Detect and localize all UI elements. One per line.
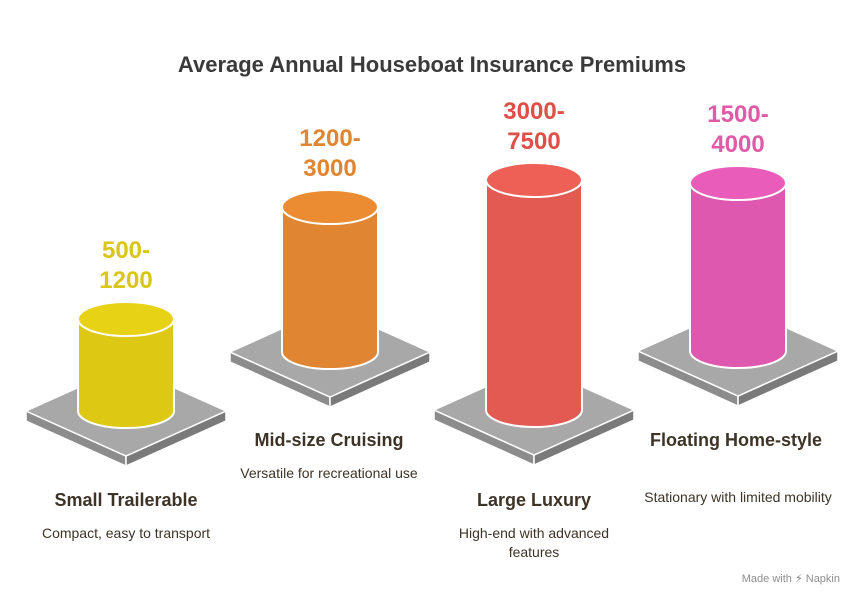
bar-mid-size-cruising xyxy=(281,189,379,370)
category-desc-floating-home-style: Stationary with limited mobility xyxy=(644,489,832,505)
value-label-small-trailerable: 500- 1200 xyxy=(99,237,153,294)
category-label-small-trailerable: Small Trailerable xyxy=(54,490,198,510)
made-with-napkin-footer: Made with ⚡ Napkin xyxy=(742,572,840,585)
footer-brand: Napkin xyxy=(805,573,840,585)
category-label-floating-home-style: Floating Home-style xyxy=(649,430,823,450)
footer-prefix: Made with xyxy=(741,573,792,585)
category-desc-large-luxury: High-end with advanced features xyxy=(458,525,610,560)
category-desc-mid-size-cruising: Versatile for recreational use xyxy=(240,465,418,481)
category-label-large-luxury: Large Luxury xyxy=(476,490,592,510)
value-label-floating-home-style: 1500- 4000 xyxy=(707,101,769,158)
value-label-large-luxury: 3000- 7500 xyxy=(503,98,565,155)
value-label-mid-size-cruising: 1200- 3000 xyxy=(299,125,361,182)
bar-small-trailerable xyxy=(77,301,175,429)
category-label-mid-size-cruising: Mid-size Cruising xyxy=(254,430,404,450)
chart-title: Average Annual Houseboat Insurance Premi… xyxy=(177,52,687,77)
bar-floating-home-style xyxy=(689,165,787,369)
bar-large-luxury xyxy=(485,162,583,428)
category-desc-small-trailerable: Compact, easy to transport xyxy=(41,525,211,541)
napkin-logo-icon: ⚡ xyxy=(794,573,803,585)
